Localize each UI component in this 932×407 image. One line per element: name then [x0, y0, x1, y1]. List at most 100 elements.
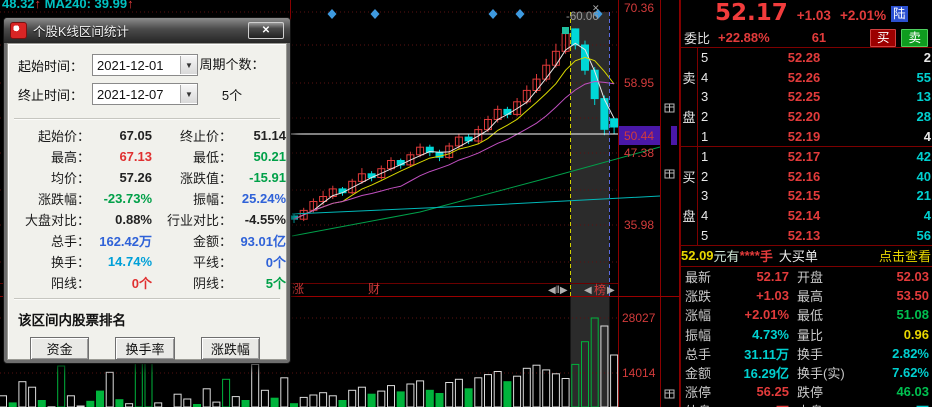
volume-bar: [454, 378, 463, 407]
splitter-arrow-left[interactable]: ◀: [584, 285, 592, 296]
volume-bar: [377, 390, 386, 407]
stat-value: 0.96: [903, 326, 929, 342]
dialog-stat-label: 大盘对比：: [24, 213, 90, 228]
stat-label: 涨停: [685, 385, 712, 401]
dialog-stat-label: 平线：: [192, 255, 232, 270]
ma-value-1: 48.32: [2, 0, 35, 11]
dialog-stat-value: 0.88%: [115, 212, 152, 227]
pane-splitter-handle[interactable]: ◀‖▶: [548, 285, 568, 296]
order-level-row[interactable]: 4 52.26 55: [701, 69, 931, 85]
period-count-value: 5个: [221, 88, 243, 103]
price-change-pct: +2.01%: [839, 8, 887, 23]
ask-side-label: 卖盘: [682, 70, 696, 125]
dialog-stat-value: 0个: [131, 276, 152, 291]
dialog-stat-value: 51.14: [253, 128, 286, 143]
dialog-stat-label: 起始价：: [37, 129, 90, 144]
level-volume: 55: [916, 69, 931, 85]
volume-bar: [290, 403, 298, 407]
level-volume: 2: [923, 50, 931, 66]
annotation-close-icon[interactable]: ✕: [592, 3, 600, 13]
volume-bar: [542, 369, 551, 407]
volume-bar: [551, 373, 560, 407]
order-level-row[interactable]: 2 52.16 40: [701, 168, 931, 184]
order-level-row[interactable]: 1 52.19 4: [701, 128, 931, 144]
ranking-button-涨跌幅[interactable]: 涨跌幅: [200, 337, 260, 360]
strip-label[interactable]: 涨: [292, 281, 304, 296]
big-order-ticker: 52.09 元有 **** 手 大买单 点击查看: [681, 246, 932, 267]
stat-value: +2.01%: [744, 307, 789, 323]
candle: [328, 188, 337, 197]
buy-button[interactable]: 买: [869, 28, 897, 47]
ranking-button-换手率[interactable]: 换手率: [115, 337, 175, 360]
start-date-label: 起始时间：: [18, 58, 84, 74]
dialog-stat-label: 换手：: [50, 255, 90, 270]
splitter-arrow-right[interactable]: ▶: [607, 285, 615, 296]
order-level-row[interactable]: 3 52.15 21: [701, 188, 931, 204]
volume-bar: [8, 402, 17, 407]
price-axis-label: 70.36: [624, 1, 654, 15]
candle: [590, 69, 599, 100]
click-to-view-link[interactable]: 点击查看: [878, 249, 931, 265]
range-stats-grid: 起始价： 67.05 终止价： 51.14 最高： 67.13 最低： 50.21 均价： 57.…: [8, 124, 286, 294]
stat-label: 内盘: [793, 401, 855, 407]
rank-tag[interactable]: 榜: [594, 282, 606, 297]
volume-bar: [0, 395, 7, 407]
order-level-row[interactable]: 2 52.20 28: [701, 109, 931, 125]
annotation-label: -60.06: [566, 11, 599, 23]
volume-bar: [154, 402, 163, 407]
dialog-stat-label: 金额：: [192, 234, 232, 249]
end-date-select[interactable]: 2021-12-07 ▼: [92, 83, 198, 105]
volume-bar: [241, 400, 250, 407]
candle: [406, 154, 415, 166]
volume-bar: [406, 383, 415, 407]
ma240-value: MA240: 39.99: [44, 0, 128, 11]
volume-bar: [231, 396, 240, 407]
volume-bar: [416, 380, 425, 407]
end-date-value: 2021-12-07: [97, 86, 164, 102]
strip-label[interactable]: 财: [368, 282, 380, 296]
volume-bar: [503, 381, 512, 407]
dialog-stat-label: 阴线：: [192, 276, 232, 291]
dialog-stat-label: 总手：: [50, 234, 90, 249]
crosshair-price-highlight: [619, 126, 660, 145]
ma-line: [291, 195, 661, 215]
level-price: 52.26: [787, 69, 821, 85]
level-price: 52.17: [787, 149, 821, 165]
order-level-row[interactable]: 3 52.25 13: [701, 89, 931, 105]
start-date-select[interactable]: 2021-12-01 ▼: [92, 54, 198, 76]
ranking-button-资金[interactable]: 资金: [30, 337, 90, 360]
stat-label: 跌停: [797, 385, 824, 401]
dialog-stat-value: 0个: [265, 255, 286, 270]
volume-bar: [328, 395, 337, 407]
stat-value: 2.82%: [892, 345, 929, 361]
volume-bar: [18, 381, 27, 407]
dialog-titlebar[interactable]: 个股K线区间统计 ✕: [4, 18, 290, 43]
end-date-label: 终止时间：: [18, 87, 84, 103]
candle: [377, 168, 386, 178]
close-icon[interactable]: ✕: [248, 22, 284, 39]
stat-value: 52.17: [756, 269, 789, 285]
chevron-down-icon[interactable]: ▼: [180, 85, 197, 103]
volume-bar: [387, 385, 395, 407]
order-level-row[interactable]: 4 52.14 4: [701, 208, 931, 224]
sell-button[interactable]: 卖: [901, 28, 928, 47]
chevron-down-icon[interactable]: ▼: [180, 56, 197, 74]
order-level-row[interactable]: 5 52.28 2: [701, 50, 931, 66]
order-level-row[interactable]: 1 52.17 42: [701, 149, 931, 165]
volume-bar: [309, 394, 318, 407]
up-arrow-icon: ↑: [127, 0, 134, 11]
stat-label: 最新: [685, 270, 712, 286]
level-price: 52.28: [787, 50, 821, 66]
order-level-row[interactable]: 5 52.13 56: [701, 227, 931, 243]
ma-line: [293, 42, 615, 220]
stat-value: 31.11万: [744, 346, 789, 362]
level-price: 52.25: [787, 89, 821, 105]
volume-bar: [105, 371, 114, 407]
stat-value: 13.03万: [717, 401, 793, 407]
dialog-stat-label: 最高：: [50, 150, 90, 165]
selection-region-volume: [570, 297, 610, 407]
dialog-stat-label: 最低：: [192, 150, 232, 165]
dialog-stat-value: 50.21: [253, 149, 286, 164]
volume-bar: [445, 382, 454, 407]
level-price: 52.20: [787, 109, 821, 125]
